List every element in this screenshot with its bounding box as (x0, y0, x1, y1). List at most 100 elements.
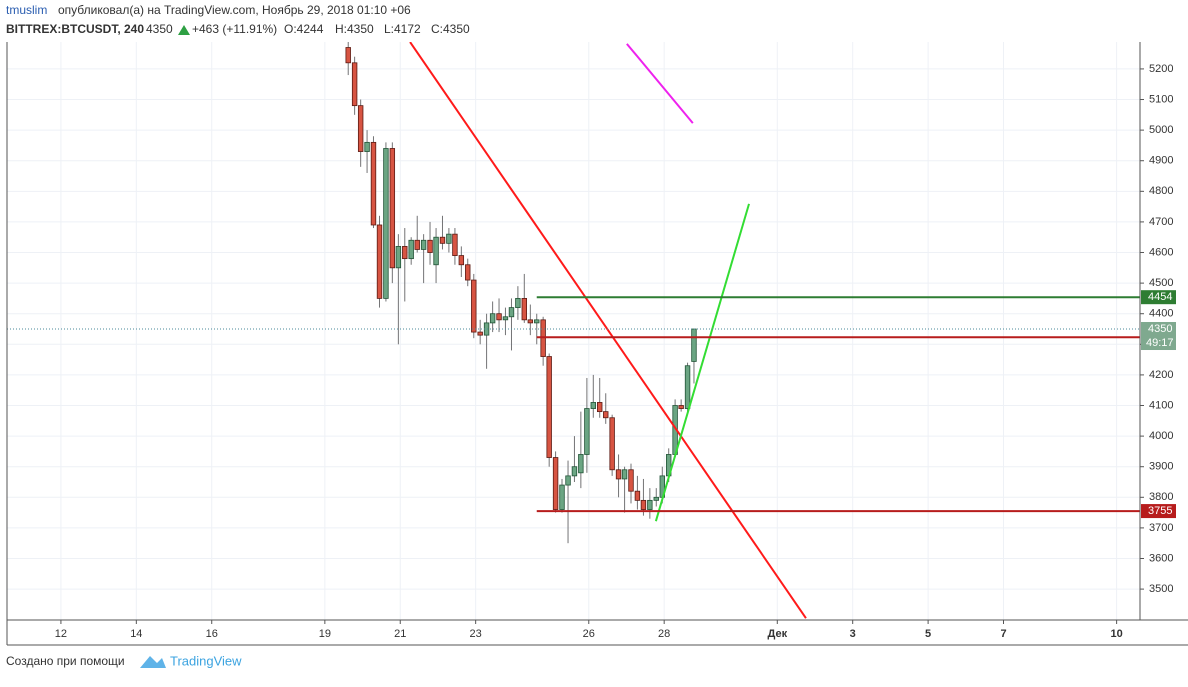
candle-body (628, 469, 634, 492)
candle-body (565, 475, 571, 486)
candle-body (640, 499, 647, 510)
x-tick-label: 16 (206, 628, 218, 640)
candle-body (634, 490, 641, 501)
last-price-tag (1141, 322, 1176, 351)
published: опубликовал(а) на TradingView.com, Ноябр… (58, 3, 411, 17)
x-tick-label: 5 (925, 628, 931, 640)
high: H:4350 (335, 22, 374, 36)
y-tick-label: 4500 (1149, 277, 1173, 289)
y-tick-label: 5100 (1149, 93, 1173, 105)
y-tick-label: 3500 (1149, 583, 1173, 595)
brand[interactable]: TradingView (170, 653, 242, 668)
open: O:4244 (284, 22, 324, 36)
last-price-label: 4350 (1148, 323, 1172, 335)
user[interactable]: tmuslim (6, 3, 47, 17)
candle-body (678, 405, 684, 409)
level-label: 4454 (1148, 291, 1172, 303)
candle-body (402, 245, 408, 260)
candle-body (414, 239, 420, 250)
low: L:4172 (384, 22, 421, 36)
candle-body (496, 313, 502, 321)
x-tick-label: 23 (470, 628, 482, 640)
y-tick-label: 4800 (1149, 185, 1173, 197)
y-tick-label: 4700 (1149, 216, 1173, 228)
candle-body (395, 245, 402, 269)
candle-body (351, 62, 358, 107)
x-tick-label: 14 (130, 628, 142, 640)
candle-body (502, 316, 509, 321)
y-tick-label: 5200 (1149, 63, 1173, 75)
candle-body (345, 47, 351, 64)
level-tag (1141, 290, 1176, 305)
candle-body (439, 236, 446, 244)
y-tick-label: 4100 (1149, 399, 1173, 411)
y-tick-label: 4600 (1149, 246, 1173, 258)
candle-body (370, 141, 377, 226)
candle-body (515, 298, 521, 308)
x-tick-label: 10 (1110, 628, 1122, 640)
candle-body (684, 365, 691, 409)
candle-body (458, 255, 465, 266)
up-arrow (178, 25, 190, 35)
candle-body (546, 356, 552, 458)
y-tick-label: 5000 (1149, 124, 1173, 136)
candle-body (357, 105, 364, 152)
candle-body (552, 457, 559, 510)
candle-body (603, 411, 609, 419)
candle-body (477, 331, 483, 336)
x-tick-label: 19 (319, 628, 331, 640)
candle-body (609, 417, 615, 471)
candle-body (615, 469, 622, 480)
made-with: Создано при помощи (6, 654, 125, 668)
x-tick-label: Дек (767, 628, 787, 640)
y-tick-label: 3800 (1149, 491, 1173, 503)
candle-body (653, 496, 659, 501)
candle-body (647, 499, 653, 510)
candle-body (376, 224, 383, 299)
candle-body (408, 239, 414, 260)
candle-body (571, 466, 578, 477)
trend-line (626, 43, 694, 124)
candle-body (433, 236, 439, 266)
x-tick-label: 3 (850, 628, 856, 640)
plot (7, 42, 1140, 620)
candle-body (534, 319, 540, 324)
candle-body (527, 319, 534, 324)
candle-body (584, 408, 590, 455)
candle-body (364, 141, 370, 152)
candle-body (465, 264, 471, 281)
candle-body (578, 454, 584, 474)
level-label: 3755 (1148, 505, 1172, 517)
candle-body (471, 279, 477, 333)
close: C:4350 (431, 22, 470, 36)
y-tick-label: 3600 (1149, 552, 1173, 564)
last: 4350 (146, 22, 173, 36)
logo (140, 656, 166, 668)
trend-line (654, 203, 750, 522)
countdown: 49:17 (1146, 337, 1174, 349)
candle-body (489, 313, 496, 324)
candle-body (559, 484, 565, 510)
candle-body (452, 233, 458, 256)
candle-body (420, 239, 427, 250)
y-tick-label: 3900 (1149, 461, 1173, 473)
candle-body (446, 233, 452, 244)
x-tick-label: 26 (583, 628, 595, 640)
candle-body (508, 307, 515, 318)
level-tag (1141, 504, 1176, 519)
candle-body (597, 402, 603, 413)
y-tick-label: 4900 (1149, 155, 1173, 167)
candle-body (621, 469, 628, 480)
candle-body (383, 148, 389, 299)
candle-body (427, 239, 433, 253)
y-tick-label: 4400 (1149, 308, 1173, 320)
trend-line (409, 42, 807, 619)
candle-body (389, 148, 396, 269)
change: +463 (+11.91%) (192, 22, 277, 36)
y-tick-label: 4200 (1149, 369, 1173, 381)
y-tick-label: 3700 (1149, 522, 1173, 534)
candle-body (521, 298, 527, 321)
